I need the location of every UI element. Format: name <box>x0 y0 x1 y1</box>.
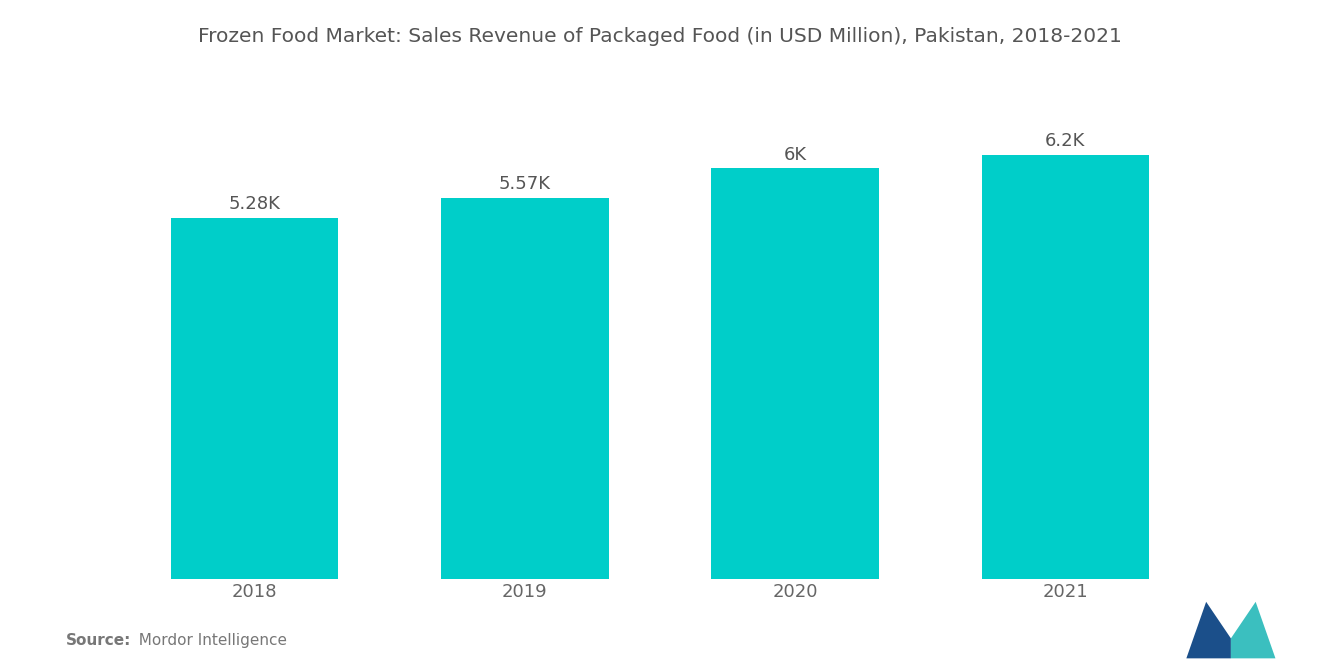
Text: 5.57K: 5.57K <box>499 175 550 193</box>
Bar <box>170 217 338 579</box>
Text: 6.2K: 6.2K <box>1045 132 1085 150</box>
Bar <box>982 155 1150 579</box>
Text: 6K: 6K <box>784 146 807 164</box>
Text: Source:: Source: <box>66 633 132 648</box>
Text: 5.28K: 5.28K <box>228 195 281 213</box>
Bar <box>441 198 609 579</box>
Bar <box>711 168 879 579</box>
Text: Frozen Food Market: Sales Revenue of Packaged Food (in USD Million), Pakistan, 2: Frozen Food Market: Sales Revenue of Pac… <box>198 27 1122 46</box>
Text: Mordor Intelligence: Mordor Intelligence <box>129 633 288 648</box>
